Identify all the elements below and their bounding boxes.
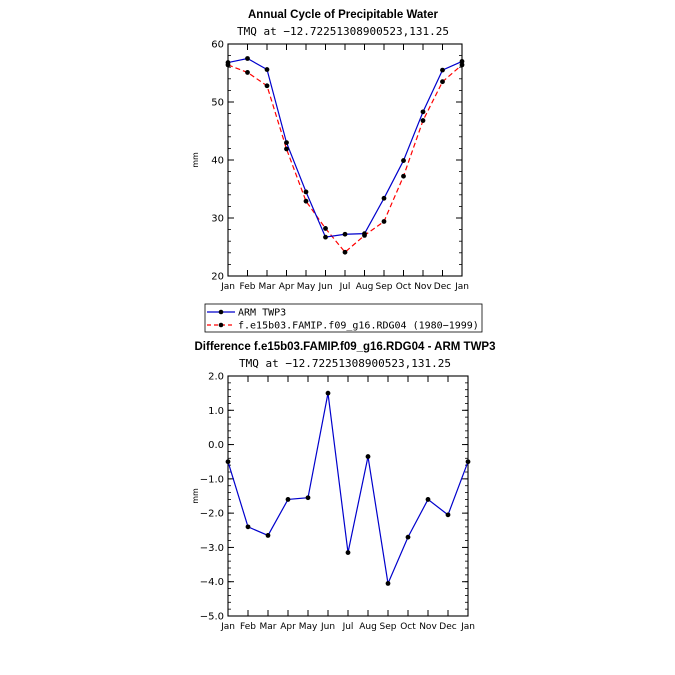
legend-marker-model: [218, 322, 224, 328]
chart1-series-line-0: [227, 57, 463, 238]
chart1-ytick-label: 50: [211, 98, 224, 109]
chart1-series-0-point: [323, 234, 328, 240]
chart1-xtick-label: May: [297, 282, 316, 292]
chart2-xtick-label: Jul: [342, 622, 354, 632]
chart1-ytick-label: 20: [211, 272, 224, 283]
chart1-series-0-point: [459, 59, 465, 64]
chart2-series-0-point: [385, 581, 391, 586]
chart1-series-0-point: [401, 158, 406, 163]
chart2-xtick-label: Aug: [359, 622, 377, 632]
chart2-series-0-point: [405, 534, 411, 540]
chart1-series-0-point: [420, 109, 426, 115]
chart1-xtick-label: Sep: [376, 282, 393, 292]
chart1-series-line-1: [227, 64, 463, 254]
chart1-series-1-point: [420, 118, 426, 123]
chart2-xtick-label: Mar: [260, 622, 277, 632]
chart2-xtick-label: Nov: [419, 622, 437, 632]
chart1-series-0-point: [381, 195, 387, 201]
chart2-series-0-point: [305, 495, 311, 501]
chart1-xtick-label: Dec: [434, 282, 451, 292]
chart2-ytick-label: −3.0: [200, 543, 224, 554]
chart1-ytick-label: 40: [211, 156, 224, 167]
chart1-series-1-point: [245, 70, 250, 75]
chart1-ytick-label: 30: [211, 214, 224, 225]
chart1-xtick-label: Nov: [414, 282, 432, 292]
chart1-xtick-label: Oct: [396, 282, 412, 292]
chart2-xtick-label: Oct: [400, 622, 416, 632]
chart1-series-0-point: [303, 189, 309, 195]
chart2-xtick-label: Dec: [439, 622, 456, 632]
legend-label-arm: ARM TWP3: [238, 308, 286, 319]
chart1-series-1-point: [381, 219, 387, 224]
chart2-xtick-label: Feb: [240, 622, 256, 632]
chart1-title: Annual Cycle of Precipitable Water: [248, 9, 439, 21]
chart2-series-0-point: [445, 512, 451, 518]
legend-box: [204, 303, 483, 333]
chart2-ytick-label: −1.0: [200, 474, 224, 485]
chart2-xtick-label: Jan: [220, 622, 235, 632]
chart1-series-1-point: [401, 173, 406, 179]
chart2-plot: −5.0 −4.0 −3.0 −2.0 −1.0 0.0 1.0 2.0 Jan Feb Mar Ap…: [191, 372, 475, 633]
legend-marker-arm: [218, 309, 224, 315]
chart1-series-1-point: [440, 79, 445, 85]
chart1-series-1-point: [303, 198, 309, 204]
chart2-ytick-label: −4.0: [200, 577, 224, 588]
chart1-subtitle: TMQ at −12.72251308900523,131.25: [237, 25, 449, 38]
chart1-xtick-label: Jul: [339, 282, 351, 292]
chart1-legend: ARM TWP3 f.e15b03.FAMIP.f09_g16.RDG04 (1…: [204, 303, 483, 333]
chart2-series-0-point: [345, 550, 351, 555]
chart1-xtick-label: Apr: [279, 282, 295, 292]
chart2-ytick-label: 2.0: [208, 372, 224, 383]
chart1-series-0-point: [342, 231, 348, 237]
chart2-frame: [227, 375, 469, 617]
chart1-series-1-point: [264, 83, 270, 89]
chart1-xtick-label: Jan: [220, 282, 235, 292]
chart1-ylabel: mm: [191, 152, 200, 168]
chart1-series-1-point: [284, 146, 289, 152]
legend-label-model: f.e15b03.FAMIP.f09_g16.RDG04 (1980−1999): [238, 321, 479, 332]
chart2-xtick-label: Apr: [280, 622, 296, 632]
chart1-frame: [227, 43, 463, 277]
chart1-series-1-point: [459, 62, 465, 68]
chart1-xtick-label: Aug: [356, 282, 374, 292]
chart2-series-0-point: [425, 497, 431, 502]
chart1-xtick-label: Feb: [240, 282, 256, 292]
chart2-ytick-label: −5.0: [200, 612, 224, 623]
chart1-series-0-point: [362, 231, 367, 237]
chart2-ytick-label: −2.0: [200, 509, 224, 520]
chart2-subtitle: TMQ at −12.72251308900523,131.25: [239, 357, 451, 370]
chart2-xtick-label: Jan: [460, 622, 475, 632]
chart2-xtick-label: May: [299, 622, 318, 632]
chart1-series-0-point: [440, 67, 445, 73]
chart2-series-0-point: [265, 533, 271, 538]
chart1-series-0-point: [245, 56, 250, 61]
chart2-xtick-label: Jun: [320, 622, 335, 632]
chart1-series-0-point: [264, 67, 270, 72]
chart1-xtick-label: Jan: [454, 282, 469, 292]
chart2-series-0-point: [225, 459, 231, 465]
chart2-series-0-point: [325, 390, 331, 396]
chart1-series-1-point: [323, 226, 328, 231]
chart1-series-0-point: [284, 140, 289, 146]
chart2-ytick-label: 1.0: [208, 406, 224, 417]
chart2-series-0-point: [245, 524, 251, 530]
chart2-series-0-point: [285, 497, 291, 502]
chart1-series-1-point: [342, 249, 348, 255]
chart1-xtick-label: Mar: [259, 282, 276, 292]
chart1-xtick-label: Jun: [317, 282, 332, 292]
chart2-ylabel: mm: [191, 488, 200, 504]
chart1-series-0-point: [225, 60, 231, 65]
chart2-series-0-point: [465, 459, 471, 465]
chart1-plot: 20 30 40 50 60 Jan Feb Mar Apr May Jun Jul Aug Sep Oct…: [191, 40, 469, 293]
chart1-ytick-label: 60: [211, 40, 224, 51]
chart2-xtick-label: Sep: [380, 622, 397, 632]
chart2-ytick-label: 0.0: [208, 440, 224, 451]
chart2-title: Difference f.e15b03.FAMIP.f09_g16.RDG04 …: [194, 341, 495, 353]
chart2-series-0-point: [365, 454, 371, 459]
